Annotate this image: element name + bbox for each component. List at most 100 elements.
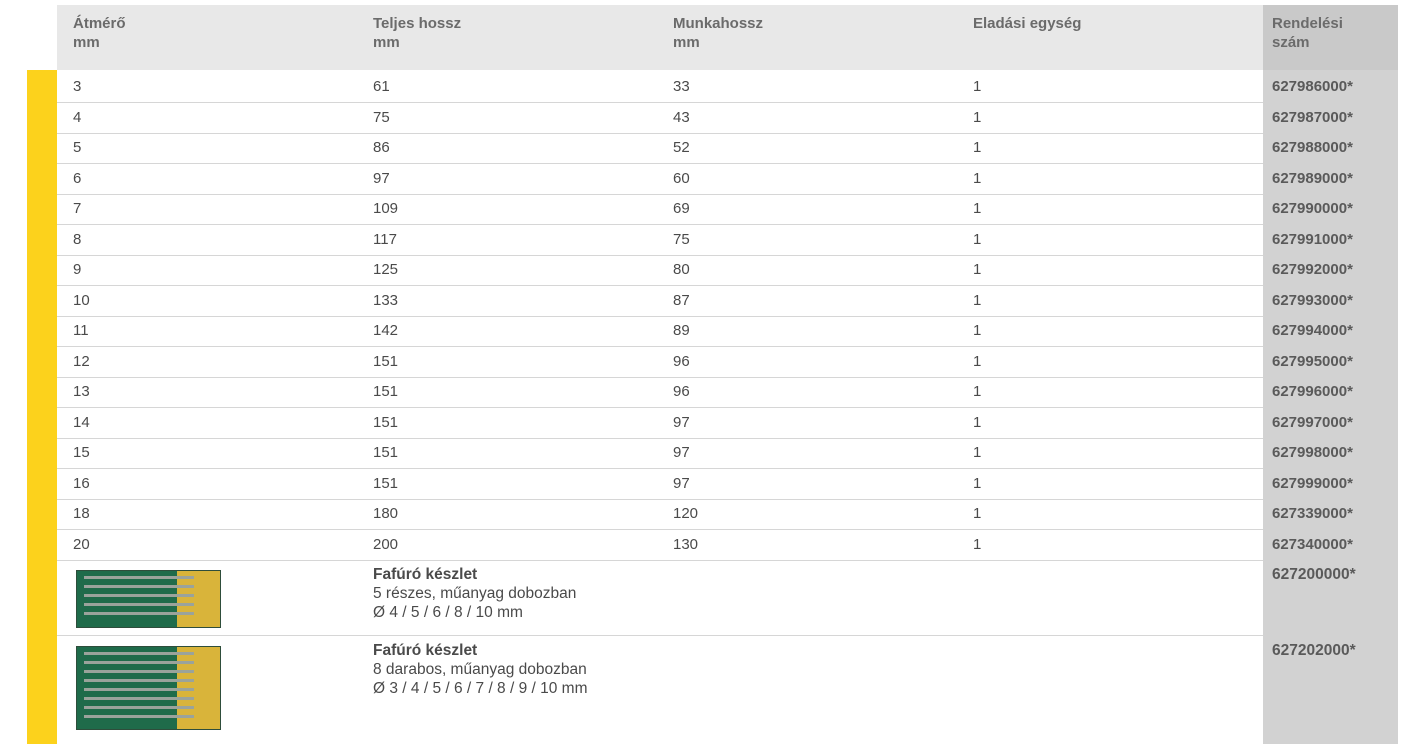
cell: 13: [73, 383, 90, 400]
header-title: Rendelési szám: [1272, 15, 1343, 51]
cell: 133: [373, 291, 399, 309]
cell: 9: [73, 261, 82, 278]
cell: 1: [973, 352, 982, 370]
drill-bit: [84, 688, 194, 691]
order-number: 627987000*: [1272, 108, 1353, 126]
cell: 125: [373, 261, 399, 278]
drill-bit: [84, 670, 194, 673]
cell: 8: [73, 230, 82, 248]
cell: 1: [973, 78, 982, 95]
header-title: Átmérő: [73, 15, 126, 32]
order-number: 627996000*: [1272, 383, 1353, 400]
cell: 1: [973, 169, 982, 187]
set-name: Fafúró készlet: [373, 642, 478, 659]
header-bg-order: [1263, 5, 1398, 70]
drill-bit: [84, 576, 194, 579]
drill-bit: [84, 594, 194, 597]
order-number: 627989000*: [1272, 169, 1353, 187]
order-number: 627200000*: [1272, 566, 1356, 583]
drill-bit: [84, 612, 194, 615]
cell: 33: [673, 78, 690, 95]
cell: 1: [973, 413, 982, 431]
order-number: 627991000*: [1272, 230, 1353, 248]
cell: 86: [373, 139, 390, 156]
cell: 1: [973, 505, 982, 522]
header-title: Munkahossz: [673, 15, 764, 32]
cell: 117: [373, 230, 397, 248]
drill-bit: [84, 706, 194, 709]
cell: 1: [973, 474, 982, 492]
order-number: 627340000*: [1272, 535, 1353, 553]
cell: 1: [973, 535, 982, 553]
order-number: 627202000*: [1272, 642, 1356, 659]
row-separator: [57, 102, 1263, 103]
row-separator: [57, 315, 1263, 317]
cell: 120: [673, 505, 699, 522]
set-sizes: Ø 4 / 5 / 6 / 8 / 10 mm: [373, 604, 523, 621]
set-description: 8 darabos, műanyag dobozban: [373, 661, 587, 678]
order-number: 627992000*: [1272, 261, 1353, 278]
row-separator: [57, 132, 1263, 134]
cell: 1: [973, 291, 982, 309]
drill-bit: [84, 585, 194, 588]
order-number: 627999000*: [1272, 474, 1353, 492]
set-name: Fafúró készlet: [373, 566, 478, 583]
header-unit: mm: [373, 34, 400, 51]
drill-bit: [84, 715, 194, 718]
row-separator: [57, 498, 1263, 500]
cell: 87: [673, 291, 690, 309]
cell: 3: [73, 78, 82, 95]
cell: 180: [373, 505, 399, 522]
header-unit: mm: [73, 34, 100, 51]
cell: 1: [973, 108, 982, 126]
header-bg: [57, 5, 1263, 70]
cell: 151: [373, 352, 399, 370]
cell: 96: [673, 352, 690, 370]
cell: 4: [73, 108, 82, 126]
cell: 12: [73, 352, 90, 370]
cell: 15: [73, 444, 90, 461]
cell: 16: [73, 474, 90, 492]
set-sizes: Ø 3 / 4 / 5 / 6 / 7 / 8 / 9 / 10 mm: [373, 680, 588, 697]
cell: 6: [73, 169, 82, 187]
order-number: 627998000*: [1272, 444, 1353, 461]
cell: 52: [673, 139, 690, 156]
row-separator: [57, 376, 1263, 378]
cell: 1: [973, 230, 982, 248]
row-separator: [57, 529, 1263, 530]
cell: 75: [373, 108, 390, 126]
cell: 151: [373, 444, 399, 461]
drill-bit: [84, 697, 194, 700]
row-separator: [57, 437, 1263, 439]
header-title: Eladási egység: [973, 15, 1082, 32]
row-separator: [57, 635, 1263, 636]
cell: 1: [973, 200, 982, 217]
cell: 96: [673, 383, 690, 400]
order-column-bg: [1263, 70, 1398, 744]
cell: 80: [673, 261, 690, 278]
cell: 43: [673, 108, 690, 126]
header-title: Teljes hossz: [373, 15, 462, 32]
cell: 97: [673, 474, 690, 492]
product-image: [76, 570, 221, 628]
cell: 130: [673, 535, 699, 553]
drill-bit: [84, 603, 194, 606]
row-separator: [57, 346, 1263, 347]
order-number: 627988000*: [1272, 139, 1353, 156]
row-separator: [57, 224, 1263, 225]
cell: 1: [973, 322, 982, 339]
cell: 97: [673, 413, 690, 431]
cell: 14: [73, 413, 90, 431]
row-separator: [57, 559, 1263, 561]
yellow-bar: [27, 70, 57, 744]
drill-bit: [84, 652, 194, 655]
cell: 60: [673, 169, 690, 187]
row-separator: [57, 407, 1263, 408]
drill-bit: [84, 679, 194, 682]
cell: 1: [973, 139, 982, 156]
order-number: 627986000*: [1272, 78, 1353, 95]
header-unit: mm: [673, 34, 700, 51]
row-separator: [57, 193, 1263, 195]
cell: 20: [73, 535, 90, 553]
